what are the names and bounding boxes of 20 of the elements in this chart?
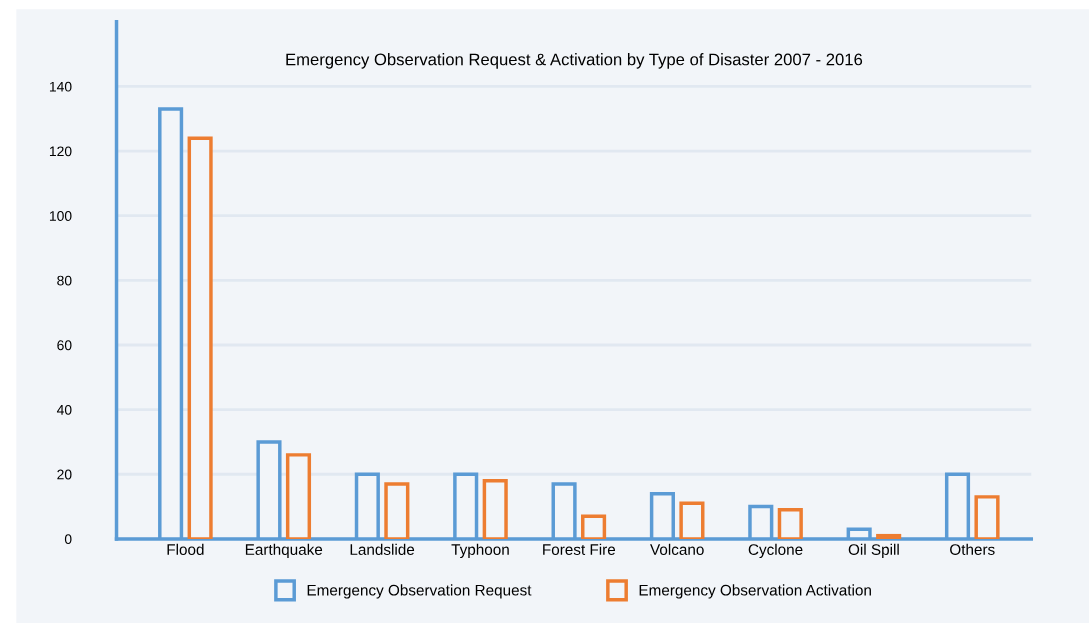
y-tick-label: 120 — [49, 146, 72, 157]
y-tick-label: 0 — [64, 534, 72, 545]
y-tick-label: 80 — [57, 275, 72, 286]
x-tick-label: Volcano — [650, 543, 704, 555]
text: Emergency Observation Request & Activation by Type of Disaster 2007 - 2016 — [286, 53, 863, 69]
x-tick-label: Forest Fire — [543, 543, 616, 555]
x-tick-label: Flood — [167, 543, 204, 555]
legend-label: Emergency Observation Request — [307, 584, 532, 599]
y-tick-label: 20 — [57, 469, 72, 480]
x-tick-label: Oil Spill — [848, 543, 899, 558]
x-tick-label: Others — [950, 543, 995, 555]
y-tick-label: 60 — [57, 340, 72, 351]
x-tick-label: Cyclone — [748, 543, 803, 558]
legend-label: Emergency Observation Activation — [639, 584, 871, 599]
y-tick-label: 140 — [49, 81, 72, 92]
x-tick-label: Earthquake — [245, 543, 323, 558]
x-tick-label: Landslide — [350, 543, 415, 555]
x-tick-label: Typhoon — [451, 543, 509, 558]
y-tick-label: 40 — [56, 404, 72, 415]
y-tick-label: 100 — [49, 211, 72, 221]
